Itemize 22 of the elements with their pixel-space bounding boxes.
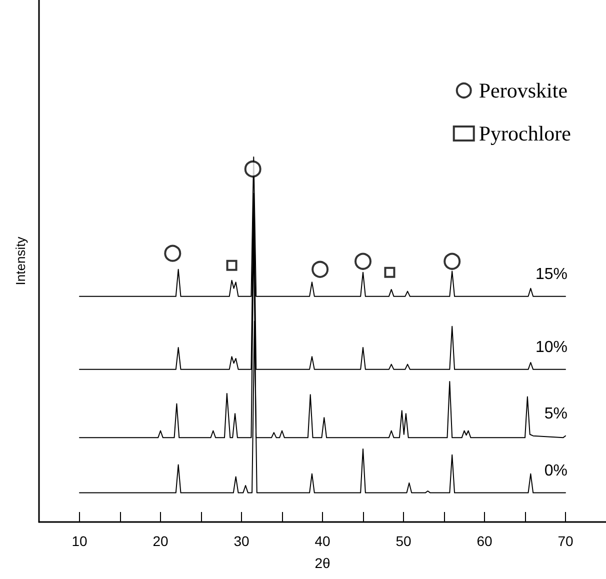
point xyxy=(226,260,238,271)
x-tick-label: 60 xyxy=(476,533,492,549)
point xyxy=(312,260,329,278)
x-axis-title: 2θ xyxy=(314,555,330,571)
x-tick-label: 30 xyxy=(234,533,250,549)
y-axis-title: Intensity xyxy=(13,236,28,286)
legend-label: Pyrochlore xyxy=(478,122,572,146)
x-tick-label: 40 xyxy=(314,533,330,549)
series-label: 15% xyxy=(535,266,568,283)
x-tick-label: 10 xyxy=(72,533,88,549)
series-label: 10% xyxy=(535,338,568,356)
point xyxy=(354,252,372,270)
series-label: 0% xyxy=(544,462,568,480)
point xyxy=(444,252,461,270)
x-tick-label: 50 xyxy=(396,533,412,549)
point xyxy=(244,160,262,178)
x-tick-label: 70 xyxy=(558,533,574,549)
x-tick-label: 20 xyxy=(152,533,168,549)
legend-label: Perovskite xyxy=(478,78,568,102)
point xyxy=(164,244,182,262)
point xyxy=(384,266,396,278)
series-label: 5% xyxy=(544,405,568,422)
